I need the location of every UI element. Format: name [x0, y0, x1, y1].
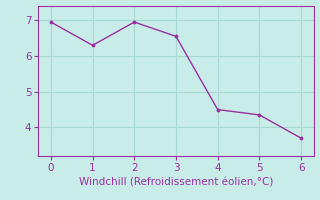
X-axis label: Windchill (Refroidissement éolien,°C): Windchill (Refroidissement éolien,°C) — [79, 177, 273, 187]
